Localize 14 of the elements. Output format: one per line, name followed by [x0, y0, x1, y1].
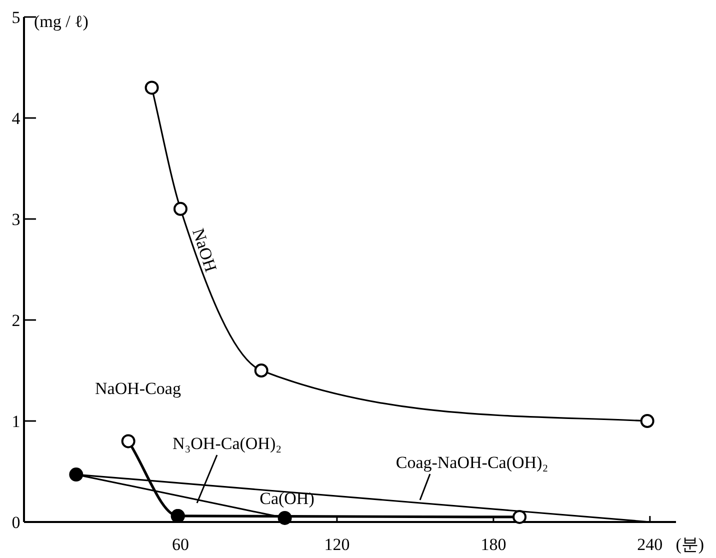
series-label: Coag-NaOH-Ca(OH)₂ [396, 453, 548, 472]
x-tick-label: 120 [324, 535, 350, 554]
x-tick-label: 180 [480, 535, 506, 554]
y-tick-label: 2 [12, 311, 20, 330]
y-tick-label: 0 [12, 513, 20, 532]
y-tick-label: 1 [12, 412, 20, 431]
y-tick-label: 3 [12, 210, 20, 229]
y-tick-label: 5 [12, 8, 20, 27]
x-tick-label: 240 [637, 535, 663, 554]
y-tick-label: 4 [12, 109, 21, 128]
x-tick-label: 60 [172, 535, 189, 554]
x-axis-title: (분) [676, 535, 704, 554]
y-axis-title: (mg / ℓ) [34, 12, 88, 31]
annotation: Ca(OH) [260, 489, 314, 508]
